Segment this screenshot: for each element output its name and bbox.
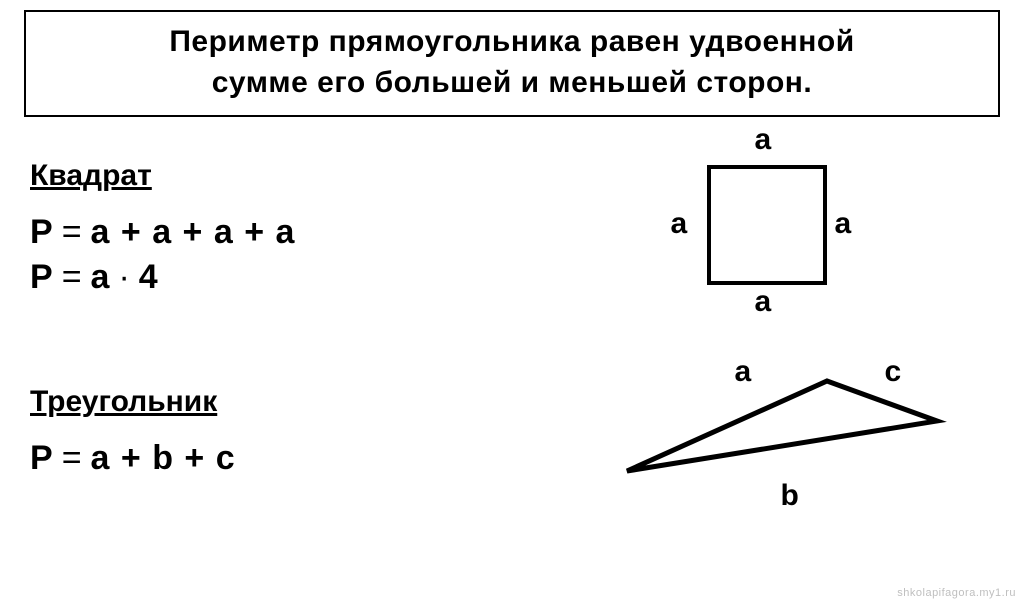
formula-rhs-a: a (91, 258, 111, 297)
watermark-text: shkolapifagora.my1.ru (897, 587, 1016, 599)
triangle-formula: P = a + b + c (30, 439, 577, 478)
square-label-left: a (671, 207, 688, 241)
triangle-heading: Треугольник (30, 385, 577, 419)
square-heading: Квадрат (30, 159, 577, 193)
square-formula-mult: P = a · 4 (30, 258, 577, 297)
triangle-figure: a c b (617, 361, 957, 521)
square-label-bottom: a (755, 285, 772, 319)
equals-sign: = (62, 439, 83, 478)
rule-line-1: Периметр прямоугольника равен удвоенной (46, 22, 978, 63)
triangle-label-c: c (885, 355, 902, 389)
equals-sign: = (62, 258, 83, 297)
formula-rhs: a + a + a + a (91, 213, 296, 252)
dot-operator: · (118, 258, 130, 297)
formula-rhs-n: 4 (139, 258, 159, 297)
formula-rhs: a + b + c (91, 439, 236, 478)
formula-lhs: P (30, 258, 54, 297)
square-figure: a a a a (687, 145, 847, 305)
rule-box: Периметр прямоугольника равен удвоенной … (24, 10, 1000, 117)
equals-sign: = (62, 213, 83, 252)
formula-lhs: P (30, 213, 54, 252)
formula-lhs: P (30, 439, 54, 478)
triangle-label-a: a (735, 355, 752, 389)
right-column: a a a a a c b (577, 145, 1000, 521)
square-shape (707, 165, 827, 285)
triangle-label-b: b (781, 479, 799, 513)
square-label-right: a (835, 207, 852, 241)
rule-line-2: сумме его большей и меньшей сторон. (46, 63, 978, 104)
left-column: Квадрат P = a + a + a + a P = a · 4 Треу… (24, 145, 577, 521)
square-formula-sum: P = a + a + a + a (30, 213, 577, 252)
square-label-top: a (755, 123, 772, 157)
